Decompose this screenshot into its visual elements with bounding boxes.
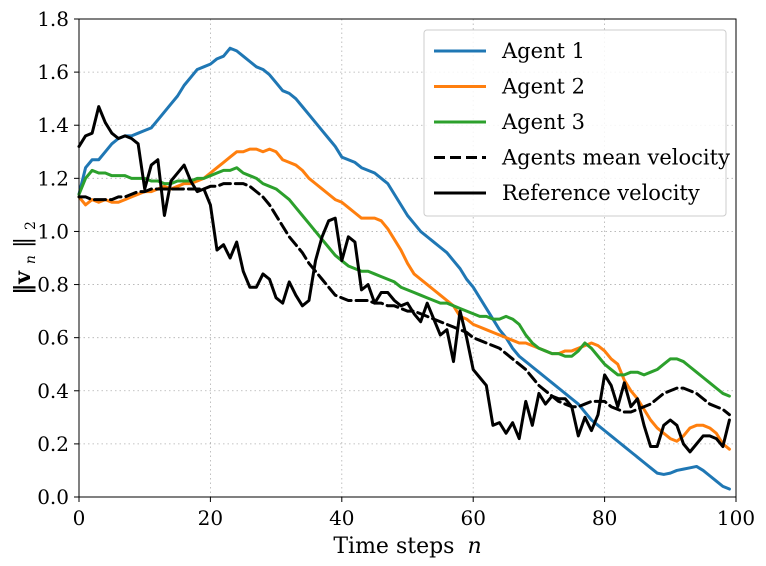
axis-ticks: 0 20 40 60 80 100 0.0 0.2 0.4 0.6 0.8 1.0 1.2 1.4 1.6 1… (37, 7, 755, 530)
legend-label: Agent 1 (501, 39, 585, 63)
x-tick-label: 100 (717, 506, 755, 530)
y-tick-label: 0.8 (37, 273, 69, 297)
series-line-agent-2 (77, 147, 731, 451)
y-tick-label: 1.4 (37, 113, 69, 137)
y-tick-label: 0.0 (37, 485, 69, 509)
x-tick-label: 0 (73, 506, 86, 530)
legend-label: Agent 2 (501, 75, 585, 99)
y-tick-label: 1.6 (37, 60, 69, 84)
y-axis-label-close: ‖ (11, 237, 36, 248)
y-tick-label: 1.8 (37, 7, 69, 31)
y-axis-label: ‖v n ‖ 2 (10, 221, 41, 295)
y-tick-label: 0.2 (37, 432, 69, 456)
y-tick-label: 1.2 (37, 166, 69, 190)
series-line-reference-velocity (77, 105, 731, 454)
y-axis-label-sub2: 2 (23, 221, 39, 230)
y-axis-label-norm: ‖v (10, 270, 36, 295)
x-tick-label: 20 (198, 506, 223, 530)
x-tick-label: 80 (592, 506, 617, 530)
series-line-agents-mean-velocity (77, 182, 731, 417)
y-tick-label: 0.6 (37, 326, 69, 350)
y-tick-label: 1.0 (37, 219, 69, 243)
legend-box (423, 29, 727, 217)
legend-label: Reference velocity (502, 181, 700, 205)
y-tick-label: 0.4 (37, 379, 69, 403)
x-axis-label-var: n (467, 534, 481, 559)
legend-label: Agents mean velocity (501, 146, 730, 170)
y-axis-label-sub: n (23, 255, 39, 264)
x-axis-label: Time steps n (333, 534, 481, 559)
series-line-agent-3 (77, 166, 731, 398)
series-line-agent-1 (77, 46, 731, 491)
plot-frame (78, 18, 737, 498)
x-tick-label: 60 (460, 506, 485, 530)
legend: Agent 1 Agent 2 Agent 3 Agents mean velocit… (423, 29, 730, 217)
x-tick-label: 40 (329, 506, 354, 530)
legend-label: Agent 3 (501, 110, 585, 134)
series-group (77, 46, 731, 491)
x-axis-label-text: Time steps (333, 534, 454, 559)
